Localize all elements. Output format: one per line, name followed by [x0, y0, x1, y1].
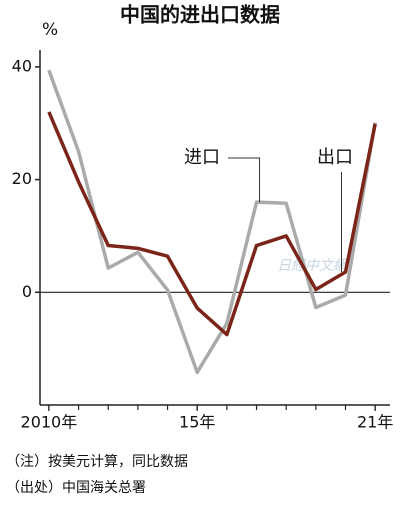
leader-line — [228, 157, 261, 203]
y-tick-label: 20 — [12, 169, 32, 188]
chart-title: 中国的进出口数据 — [120, 3, 280, 27]
footnote: （注）按美元计算，同比数据 — [6, 454, 188, 470]
x-tick-label: 2010年 — [21, 413, 78, 432]
x-tick-label: 15年 — [179, 413, 215, 432]
y-tick-label: 40 — [12, 56, 32, 75]
series-label: 进口 — [184, 147, 220, 168]
series-line — [47, 111, 377, 337]
source-note: （出处）中国海关总署 — [6, 480, 146, 496]
y-tick-label: 0 — [22, 282, 32, 301]
series-line — [47, 69, 377, 375]
x-tick-label: 21年 — [357, 413, 393, 432]
y-unit: % — [42, 20, 58, 40]
series-label: 出口 — [317, 147, 353, 168]
watermark: 日経中文網 — [277, 258, 349, 274]
